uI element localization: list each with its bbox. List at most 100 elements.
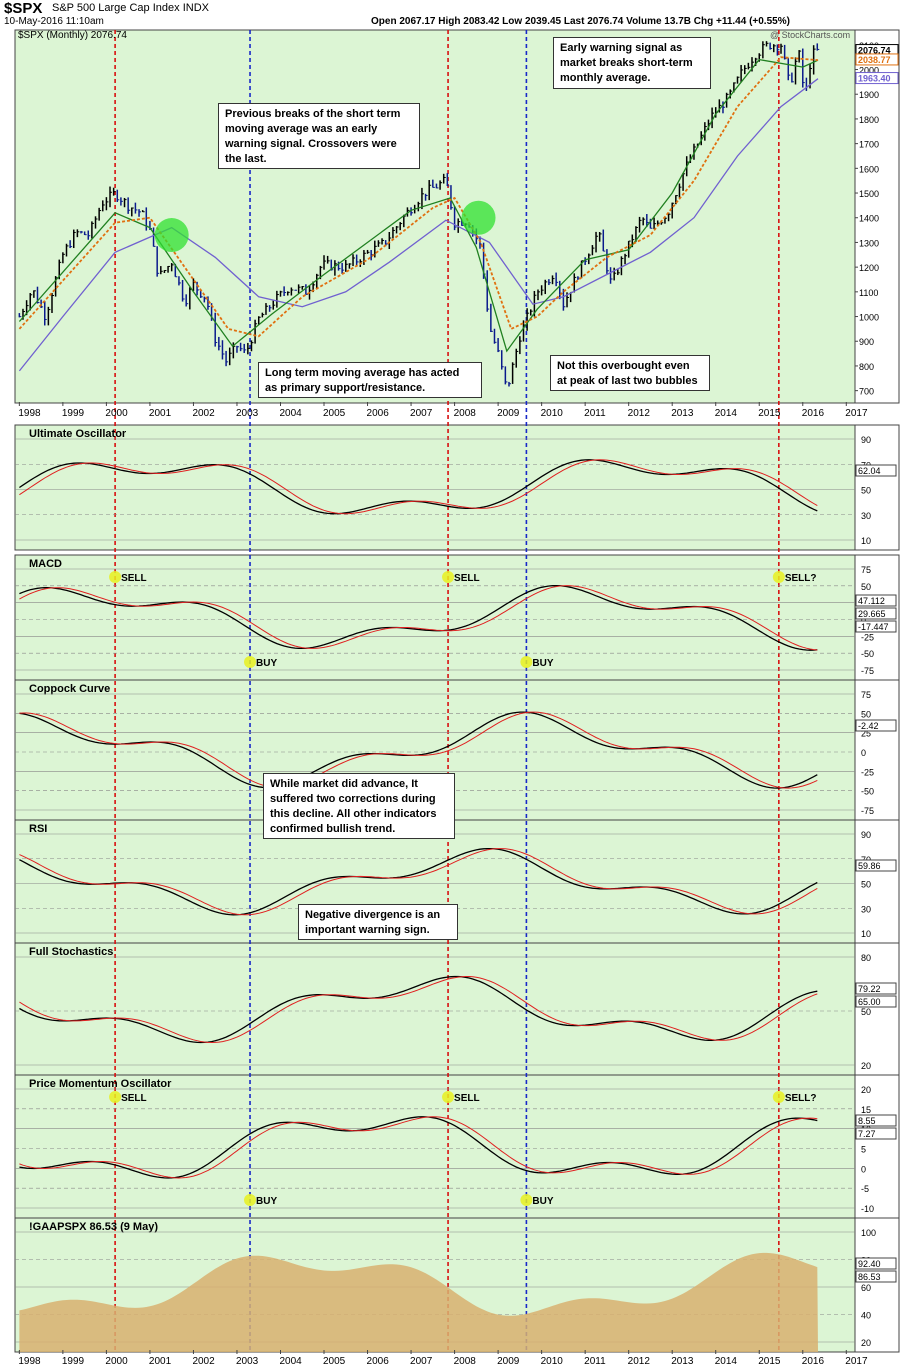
indicator-line-series [19, 847, 818, 916]
indicator-6-tick-20: 20 [861, 1338, 871, 1348]
x-tick-label-2005: 2005 [323, 1356, 346, 1366]
indicator-1-last-bg-1 [855, 607, 897, 620]
x-axis-top: 1998 1999 2000 2001 2002 2003 2004 2005 2006 2007… [18, 402, 868, 419]
indicator-panels: Ultimate Oscillator907050301062.04MACD75… [15, 428, 897, 1352]
indicator-1-tick--75: -75 [861, 666, 874, 676]
x-tick-label-2007: 2007 [410, 408, 433, 419]
indicator-2-tick-25: 25 [861, 729, 871, 739]
signal-label-0: SELL [121, 573, 147, 584]
price-tick-1500: 1500 [859, 189, 879, 199]
indicator-title-3: RSI [29, 823, 47, 835]
signal-lines [114, 30, 780, 1352]
x-tick-label-2013: 2013 [671, 1356, 694, 1366]
chart-panels [14, 29, 900, 1353]
indicator-2-tick--50: -50 [861, 787, 874, 797]
panel-2-background [14, 554, 856, 681]
indicator-line-series [19, 975, 818, 1044]
indicator-3-tick-10: 10 [861, 929, 871, 939]
x-tick-label-2003: 2003 [236, 1356, 259, 1366]
last-value-tag-1: 2038.77 [858, 55, 891, 65]
indicator-5-last-bg-1 [855, 1127, 897, 1140]
indicator-4-tick-50: 50 [861, 1007, 871, 1017]
x-tick-label-2008: 2008 [454, 408, 477, 419]
price-tick-1000: 1000 [859, 313, 879, 323]
x-tick-label-2017: 2017 [845, 1356, 868, 1366]
x-tick-label-2008: 2008 [454, 1356, 477, 1366]
indicator-6-last-bg-1 [855, 1270, 897, 1283]
indicator-4-tick-80: 80 [861, 953, 871, 963]
x-tick-label-2006: 2006 [367, 1356, 390, 1366]
indicator-4-last-1: 65.00 [858, 997, 881, 1007]
x-tick-label-1999: 1999 [62, 408, 85, 419]
signal-label-0: SELL [121, 1093, 147, 1104]
indicator-6-tick-60: 60 [861, 1283, 871, 1293]
signal-marker-1 [244, 1194, 257, 1206]
x-axis-bottom: 1998 1999 2000 2001 2002 2003 2004 2005 2006 2007… [18, 1350, 868, 1366]
indicator-5-tick-5: 5 [861, 1145, 866, 1155]
indicator-2-last-bg-0 [855, 719, 897, 732]
indicator-3-tick-90: 90 [861, 830, 871, 840]
symbol: $SPX [4, 0, 43, 17]
panel-1-background [14, 424, 856, 551]
signal-label-4: SELL? [785, 573, 817, 584]
price-tick-1900: 1900 [859, 90, 879, 100]
x-tick-label-2014: 2014 [715, 1356, 738, 1366]
indicator-1-last-2: -17.447 [858, 622, 889, 632]
indicator-1-tick-50: 50 [861, 582, 871, 592]
signal-marker-0 [109, 571, 122, 583]
price-tick-1600: 1600 [859, 164, 879, 174]
signal-marker-0 [109, 1091, 122, 1103]
indicator-2-tick-0: 0 [861, 748, 866, 758]
price-tick-700: 700 [859, 387, 874, 397]
indicator-title-0: Ultimate Oscillator [29, 428, 127, 440]
indicator-2-tick-50: 50 [861, 709, 871, 719]
x-tick-label-2012: 2012 [628, 408, 651, 419]
signal-label-2: SELL [454, 1093, 480, 1104]
indicator-title-2: Coppock Curve [29, 683, 110, 695]
x-tick-label-2015: 2015 [758, 1356, 781, 1366]
indicator-4-last-0: 79.22 [858, 984, 881, 994]
panel-6-background [14, 1074, 856, 1219]
indicator-6-last-bg-0 [855, 1257, 897, 1270]
panel-5-background [14, 942, 856, 1076]
crossover-highlight-2001 [154, 218, 189, 253]
indicator-0-last-bg-0 [855, 464, 897, 477]
x-tick-label-2000: 2000 [105, 1356, 128, 1366]
indicator-title-6: !GAAPSPX 86.53 (9 May) [29, 1221, 158, 1233]
price-tick-800: 800 [859, 362, 874, 372]
price-tick-1800: 1800 [859, 115, 879, 125]
indicator-5-tick-20: 20 [861, 1085, 871, 1095]
callout-early-warning: Early warning signal as market breaks sh… [553, 37, 711, 89]
indicator-5-tick--10: -10 [861, 1204, 874, 1214]
x-tick-label-1999: 1999 [62, 1356, 85, 1366]
x-tick-label-2011: 2011 [584, 408, 606, 419]
ma-mid-line [18, 58, 819, 353]
watermark: @ StockCharts.com [770, 30, 851, 40]
indicator-1-last-0: 47.112 [858, 596, 885, 606]
indicator-signal-series [19, 585, 818, 651]
signal-label-4: SELL? [785, 1093, 817, 1104]
indicator-2-last-0: -2.42 [858, 721, 879, 731]
price-tick-1400: 1400 [859, 214, 879, 224]
signal-label-3: BUY [532, 1196, 553, 1207]
indicator-title-4: Full Stochastics [29, 946, 113, 958]
price-tick-1300: 1300 [859, 238, 879, 248]
indicator-6: !GAAPSPX 86.53 (9 May)1008060402092.4086… [15, 1221, 897, 1352]
indicator-1-last-1: 29.665 [858, 609, 886, 619]
indicator-5-tick--5: -5 [861, 1184, 869, 1194]
x-tick-label-2002: 2002 [192, 1356, 215, 1366]
indicator-1-tick--25: -25 [861, 632, 874, 642]
indicator-5: Price Momentum Oscillator20151050-5-108.… [15, 1078, 897, 1214]
callout-corrections: While market did advance, It suffered tw… [263, 773, 455, 839]
indicator-6-tick-40: 40 [861, 1311, 871, 1321]
signal-label-3: BUY [532, 658, 553, 669]
indicator-signal-series [19, 711, 818, 789]
last-value-tag-bg-1 [855, 53, 899, 66]
price-tick-1200: 1200 [859, 263, 879, 273]
panel-0-scale [854, 29, 900, 404]
indicator-5-last-1: 7.27 [858, 1129, 876, 1139]
x-tick-label-2013: 2013 [671, 408, 694, 419]
x-tick-label-2002: 2002 [192, 408, 215, 419]
x-tick-label-2007: 2007 [410, 1356, 433, 1366]
indicator-5-last-bg-0 [855, 1114, 897, 1127]
